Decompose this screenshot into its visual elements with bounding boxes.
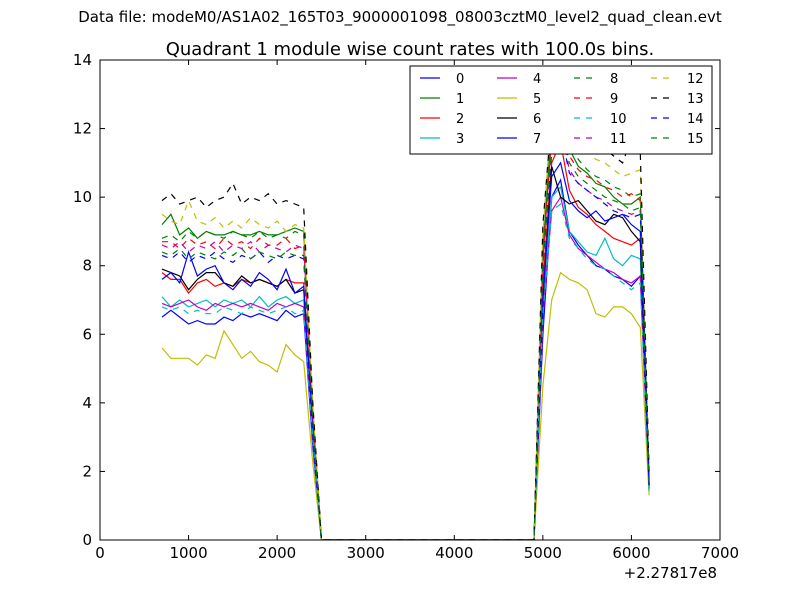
- series-line-10: [161, 202, 650, 540]
- legend-label-1: 1: [456, 92, 464, 107]
- legend-label-0: 0: [456, 72, 464, 87]
- x-tick-label: 4000: [435, 544, 473, 562]
- plot-area: [161, 76, 650, 540]
- legend-label-10: 10: [610, 112, 627, 127]
- y-tick-label: 0: [82, 531, 92, 549]
- x-tick-label: 7000: [701, 544, 739, 562]
- legend-label-2: 2: [456, 112, 464, 127]
- y-tick-label: 2: [82, 462, 92, 480]
- legend-label-8: 8: [610, 72, 618, 87]
- y-tick-label: 14: [73, 51, 92, 69]
- legend-label-9: 9: [610, 92, 618, 107]
- series-line-3: [161, 185, 650, 540]
- x-tick-label: 1000: [169, 544, 207, 562]
- chart-title: Quadrant 1 module wise count rates with …: [166, 39, 655, 60]
- y-tick-label: 10: [73, 188, 92, 206]
- x-tick-label: 5000: [524, 544, 562, 562]
- x-tick-label: 3000: [347, 544, 385, 562]
- legend-label-14: 14: [687, 112, 704, 127]
- series-line-14: [161, 130, 650, 540]
- legend-label-7: 7: [533, 132, 541, 147]
- legend-label-13: 13: [687, 92, 704, 107]
- x-tick-label: 2000: [258, 544, 296, 562]
- axes-frame: [99, 59, 721, 541]
- series-line-7: [161, 161, 650, 540]
- y-tick-label: 12: [73, 120, 92, 138]
- series-line-11: [161, 126, 650, 540]
- x-tick-label: 0: [95, 544, 105, 562]
- series-line-15: [161, 119, 650, 540]
- legend-box: [409, 65, 713, 155]
- y-tick-label: 6: [82, 325, 92, 343]
- legend-label-12: 12: [687, 72, 704, 87]
- y-tick-label: 4: [82, 394, 92, 412]
- legend-label-6: 6: [533, 112, 541, 127]
- series-line-4: [161, 195, 650, 540]
- legend-label-3: 3: [456, 132, 464, 147]
- legend-label-11: 11: [610, 132, 627, 147]
- legend-label-15: 15: [687, 132, 704, 147]
- series-line-8: [161, 99, 650, 540]
- data-file-suptitle: Data file: modeM0/AS1A02_165T03_90000010…: [78, 8, 722, 26]
- series-line-0: [161, 178, 650, 540]
- legend-label-4: 4: [533, 72, 541, 87]
- y-tick-label: 8: [82, 257, 92, 275]
- legend-label-5: 5: [533, 92, 541, 107]
- series-line-6: [161, 166, 650, 540]
- x-tick-label: 6000: [612, 544, 650, 562]
- x-offset-label: +2.27817e8: [624, 564, 717, 582]
- series-line-1: [161, 94, 650, 540]
- series-line-5: [161, 271, 650, 540]
